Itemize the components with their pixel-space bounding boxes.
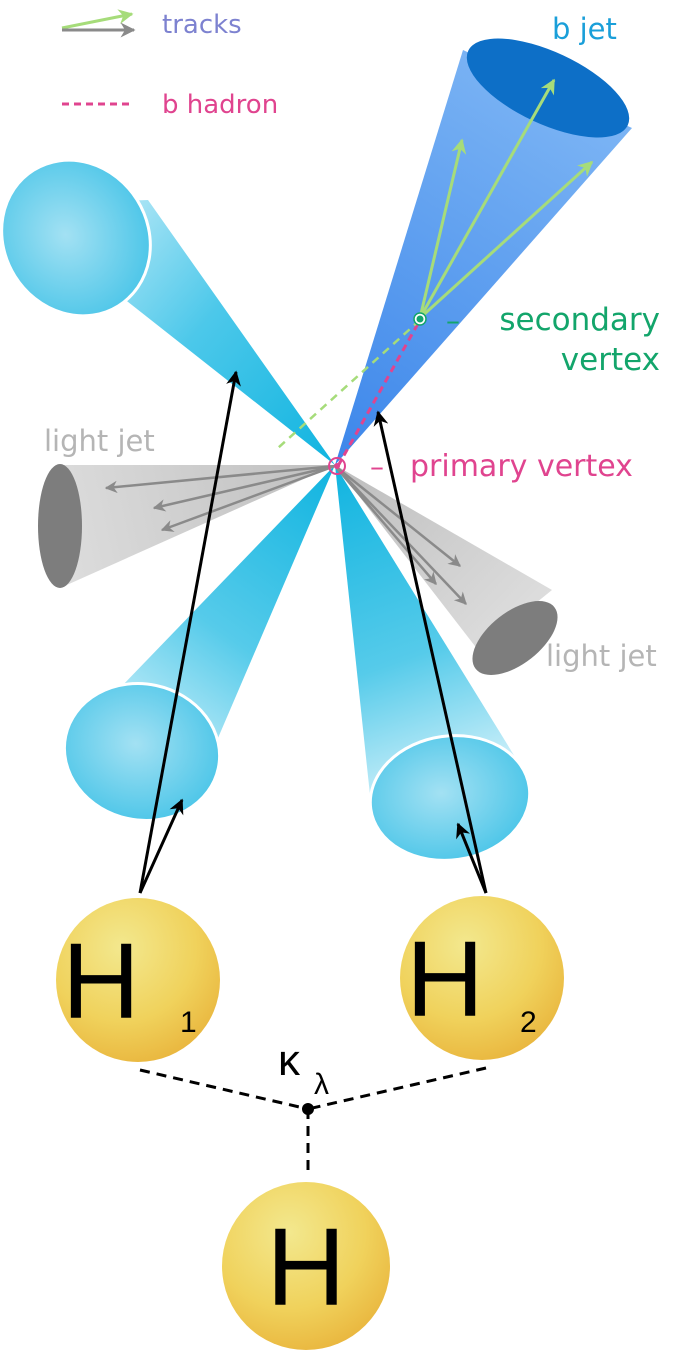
h2-decay-arrows (373, 410, 488, 894)
b-jet-cone-lower-left (62, 465, 335, 822)
h1-subscript: 1 (180, 1006, 197, 1039)
h2-subscript: 2 (520, 1006, 537, 1039)
b-hadron-line (336, 319, 422, 467)
secondary-vertex-marker (413, 312, 427, 326)
coupling-lines (139, 1066, 487, 1176)
h-letter: H (266, 1206, 345, 1329)
displaced-track-extension (277, 319, 421, 449)
secondary-vertex-label-line1: secondary (499, 302, 660, 338)
h1-letter: H (62, 920, 140, 1041)
higgs-h: H (222, 1182, 390, 1350)
b-jet-cone-lower-right (335, 465, 532, 862)
legend: tracks b hadron (61, 9, 278, 120)
coupling-vertex (302, 1103, 314, 1115)
b-jet-cone-upper-left (0, 158, 335, 465)
light-jet-label-left: light jet (44, 424, 155, 458)
b-jet-label: b jet (552, 12, 617, 46)
legend-tracks-label: tracks (162, 10, 242, 40)
light-jet-label-right: light jet (546, 639, 657, 673)
legend-tracks-icon (61, 9, 136, 38)
light-jet-cone-left (38, 464, 335, 588)
higgs-h1: H 1 (56, 898, 220, 1062)
light-jet-tracks-left (104, 464, 336, 532)
light-jet-cone-right (335, 465, 558, 675)
lambda-subscript: λ (314, 1068, 329, 1101)
b-jet-tracks (418, 78, 594, 320)
h2-letter: H (406, 918, 484, 1039)
secondary-vertex-dash: – (446, 304, 460, 337)
secondary-vertex-label-line2: vertex (561, 342, 660, 378)
light-jet-tracks-right (334, 465, 467, 605)
primary-vertex-label: primary vertex (410, 449, 633, 484)
b-jet-cone (335, 38, 632, 465)
primary-vertex-marker (328, 457, 346, 475)
primary-vertex-dash: – (370, 450, 384, 483)
higgs-h2: H 2 (400, 896, 564, 1060)
h1-decay-arrows (138, 370, 241, 894)
kappa-symbol: κ (278, 1036, 301, 1085)
legend-b-hadron-label: b hadron (162, 90, 278, 120)
